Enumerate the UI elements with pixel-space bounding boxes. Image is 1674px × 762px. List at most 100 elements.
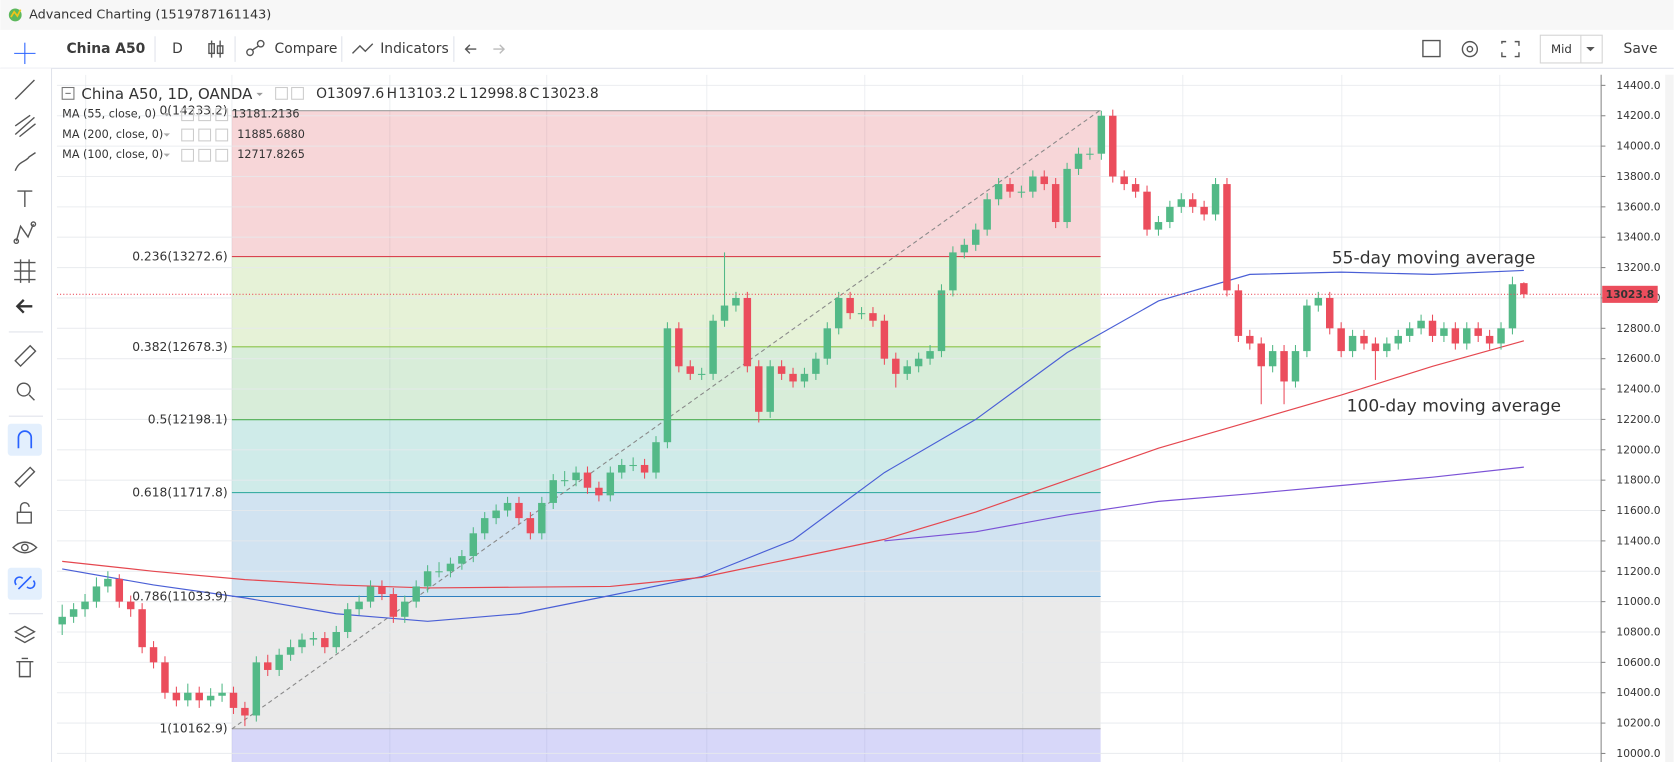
ohlc-value: 13103.2: [398, 86, 455, 102]
y-tick-label: 12000.0: [1616, 443, 1660, 456]
interval-button[interactable]: D: [172, 41, 183, 57]
candle-body: [1520, 283, 1528, 295]
candle-body: [526, 518, 535, 534]
undo-button[interactable]: [464, 44, 477, 54]
collapse-button[interactable]: [61, 86, 75, 100]
candle-body: [115, 578, 124, 602]
candle-body: [1017, 191, 1026, 193]
redo-button[interactable]: [493, 44, 506, 54]
price-type-select[interactable]: [1539, 34, 1603, 64]
candle-body: [435, 571, 443, 573]
candle-body: [378, 586, 386, 595]
candle-body: [800, 373, 809, 382]
candle-body: [1223, 184, 1231, 291]
y-tick-label: 13600.0: [1616, 200, 1660, 213]
candle-body: [229, 692, 238, 708]
hide-toolbar-button[interactable]: [15, 299, 33, 314]
ma-legend-button[interactable]: [198, 108, 212, 122]
candle-body: [892, 358, 900, 374]
window-title: Advanced Charting (1519787161143): [29, 7, 271, 22]
ma-legend-dropdown: [163, 113, 170, 117]
series-settings-button[interactable]: [291, 86, 304, 100]
ohlc-value: 12998.8: [470, 86, 527, 102]
ma-legend-name: MA (200, close, 0): [62, 128, 163, 141]
price-type-label: Mid: [1551, 42, 1572, 56]
candle-body: [1166, 206, 1174, 223]
title-dropdown[interactable]: [256, 92, 263, 97]
settings-button[interactable]: [1461, 40, 1479, 58]
y-tick-label: 10200.0: [1616, 717, 1660, 730]
y-tick-label: 12200.0: [1616, 413, 1660, 426]
visibility-tool[interactable]: [12, 541, 38, 554]
annotation: 55-day moving average: [1332, 248, 1536, 268]
title-bar: [0, 0, 1674, 30]
ma-legend-value: 11885.6880: [237, 128, 305, 141]
candle-body: [206, 695, 215, 701]
candle-body: [1200, 206, 1208, 215]
ma-legend-button[interactable]: [198, 128, 212, 142]
drawing-mode-tool[interactable]: [14, 466, 36, 488]
chart-type-button[interactable]: [208, 40, 224, 58]
candle-body: [652, 442, 660, 473]
ma-legend-button[interactable]: [198, 148, 212, 162]
candle-body: [640, 464, 649, 473]
prediction-tool[interactable]: [14, 259, 36, 283]
lock-tool[interactable]: [16, 501, 32, 524]
candle-body: [515, 502, 523, 519]
save-button[interactable]: Save: [1624, 41, 1658, 57]
fib-extension-zone: [231, 728, 1101, 762]
candle-body: [355, 601, 363, 610]
candle-body: [926, 351, 934, 359]
measure-tool[interactable]: [14, 344, 37, 368]
candle-body: [126, 601, 135, 610]
ma-legend-button[interactable]: [215, 128, 229, 142]
compare-button[interactable]: Compare: [275, 41, 338, 57]
fib-level-label: 0.236(13272.6): [132, 250, 227, 264]
fullscreen-button[interactable]: [1501, 40, 1520, 58]
app-icon: [8, 8, 22, 22]
ma-legend-button[interactable]: [181, 128, 194, 142]
ma-legend-button[interactable]: [215, 148, 229, 162]
candle-body: [423, 571, 432, 587]
object-tree-button[interactable]: [13, 625, 36, 644]
y-tick-label: 11800.0: [1616, 474, 1660, 487]
remove-drawings-button[interactable]: [16, 657, 34, 678]
candle-body: [298, 639, 306, 648]
pattern-tool[interactable]: [13, 221, 37, 245]
candle-body: [275, 654, 283, 670]
text-tool[interactable]: [17, 190, 33, 208]
ma-legend-button[interactable]: [215, 108, 229, 122]
candle-body: [1394, 335, 1402, 344]
candle-body: [309, 638, 318, 640]
candle-body: [743, 297, 752, 367]
magnet-tool[interactable]: [7, 423, 42, 456]
candle-body: [81, 601, 89, 610]
candle-body: [92, 586, 101, 602]
scroll-edge: [1665, 74, 1674, 762]
pitchfork-tool[interactable]: [14, 114, 36, 138]
layout-button[interactable]: [1422, 39, 1441, 58]
brush-tool[interactable]: [14, 152, 36, 172]
ma-legend-button[interactable]: [181, 108, 194, 122]
ma-legend-button[interactable]: [181, 148, 194, 162]
indicators-button[interactable]: Indicators: [380, 41, 448, 57]
dropdown-arrow[interactable]: [1586, 46, 1595, 52]
y-tick-label: 10600.0: [1616, 656, 1660, 669]
y-tick-label: 12800.0: [1616, 322, 1660, 335]
zoom-tool[interactable]: [16, 382, 35, 401]
candle-body: [149, 647, 158, 663]
candle-body: [697, 373, 706, 375]
candle-body: [663, 328, 672, 443]
candle-body: [1303, 305, 1311, 352]
candle-body: [58, 616, 66, 625]
crosshair-tool[interactable]: [14, 42, 36, 65]
trend-line-tool[interactable]: [14, 79, 35, 100]
symbol-button[interactable]: China A50: [66, 41, 145, 57]
candle-body: [1337, 328, 1345, 352]
series-eye-button[interactable]: [275, 86, 288, 100]
ohlc-letter: L: [459, 86, 467, 102]
last-price-box: [1602, 285, 1658, 303]
candle-body: [1428, 320, 1437, 336]
ma-line: [62, 340, 1525, 589]
toolbar: [0, 29, 1674, 69]
